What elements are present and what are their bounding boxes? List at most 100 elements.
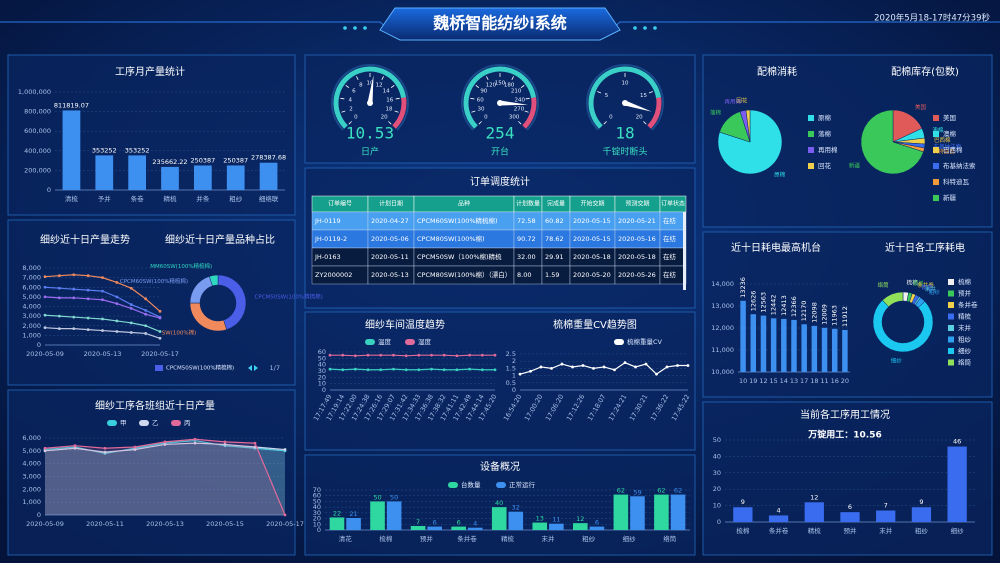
slice-label: 澳棉: [932, 126, 944, 134]
y-tick-label: 4,000: [22, 460, 41, 468]
value-label: 6: [457, 519, 461, 527]
gauge-tick-label: 270: [514, 107, 525, 113]
bar: [670, 494, 686, 530]
table-header: 计划数量: [516, 200, 540, 208]
bar: [781, 318, 787, 372]
legend-label: CPCM50SW(100%精梳棉): [166, 364, 234, 372]
gauge-tick: [475, 85, 480, 89]
gauge-tick: [471, 110, 476, 113]
point: [163, 443, 167, 446]
legend-label: 正常运行: [509, 480, 536, 489]
point: [644, 362, 648, 366]
legend-swatch: [808, 131, 814, 137]
point: [665, 365, 669, 369]
point: [686, 364, 690, 367]
point: [328, 367, 332, 371]
point: [101, 276, 104, 280]
value-label: 9: [741, 498, 745, 506]
y-tick-label: 70: [313, 486, 321, 494]
point: [43, 275, 47, 279]
value-label: 32: [512, 504, 520, 512]
point: [129, 321, 133, 325]
table-header: 品种: [458, 200, 470, 208]
y-tick-label: 30: [313, 509, 321, 517]
point: [43, 295, 47, 299]
y-tick-label: 600,000: [24, 127, 51, 135]
table-text: 2020-05-18: [618, 253, 656, 261]
gauge-tick: [520, 85, 525, 89]
gauge-tick-label: 6: [352, 89, 356, 95]
legend-label: 细纱: [958, 346, 972, 355]
value-label: 50: [390, 493, 398, 501]
gauge-tick-label: 4: [348, 97, 352, 103]
y-tick-label: 5,000: [22, 447, 41, 455]
y-tick-label: 1,000: [22, 331, 41, 339]
panel: [7, 219, 296, 386]
table-text: 在纺: [663, 270, 677, 279]
panel: [702, 401, 993, 556]
legend-swatch: [948, 348, 954, 354]
point: [571, 365, 574, 369]
legend-label: 乙: [152, 419, 159, 427]
gauge-tick-label: 90: [480, 89, 487, 95]
y-tick-label: 3,000: [22, 473, 41, 481]
area-fill: [45, 443, 285, 515]
legend-label: 丙: [184, 419, 191, 427]
gauge-tick: [356, 76, 359, 81]
x-tick-label: 予并: [98, 194, 112, 203]
value-label: 7: [416, 518, 420, 526]
point: [539, 365, 543, 369]
legend-label: 美国: [943, 113, 956, 122]
gauge-tick: [394, 110, 399, 113]
table-header: 计划日期: [379, 200, 403, 208]
table-text: 32.00: [517, 253, 536, 261]
y-tick-label: 60: [318, 348, 326, 356]
table-text: 2020-05-13: [371, 271, 409, 279]
y-tick-label: 0.5: [506, 379, 516, 387]
legend-swatch: [614, 339, 624, 345]
table-text: 2020-05-15: [573, 235, 611, 243]
x-tick-label: 细络联: [259, 194, 279, 203]
gauge-tick: [643, 121, 647, 125]
y-tick-label: 1.5: [506, 364, 516, 372]
y-tick-label: 10: [313, 520, 321, 528]
table-text: 2020-05-11: [371, 253, 409, 261]
gauge-tick-label: 15: [640, 93, 647, 99]
gauge-hub: [367, 100, 373, 106]
value-label: 9: [919, 498, 923, 506]
legend-swatch: [808, 147, 814, 153]
y-tick-label: 2.5: [506, 350, 516, 358]
gauge-tick-label: 10: [622, 81, 629, 87]
chart-title: 当前各工序用工情况: [800, 408, 890, 421]
bar: [733, 507, 753, 522]
y-tick-label: 2,000: [22, 322, 41, 330]
y-tick-label: 40: [313, 503, 321, 511]
point: [73, 446, 77, 450]
gauge-tick: [390, 85, 395, 89]
table-header: 订单编号: [328, 200, 352, 208]
table-text: 60.82: [545, 217, 564, 225]
y-tick-label: 0: [47, 186, 51, 194]
value-label: 250387: [223, 156, 248, 164]
area-fill: [45, 440, 285, 515]
x-tick-label: 并条: [196, 194, 210, 203]
x-tick-label: 精梳: [164, 194, 178, 203]
gauge-tick-label: 5: [605, 93, 609, 99]
point: [57, 296, 61, 300]
table-header: 预测交期: [625, 200, 649, 208]
bar: [613, 494, 629, 530]
chart-title: 配棉库存(包数): [891, 65, 959, 78]
gauge-band: [588, 66, 662, 129]
value-label: 811819.07: [54, 101, 89, 109]
bar: [410, 526, 426, 530]
line: [330, 354, 495, 357]
point: [417, 353, 421, 357]
panel: [7, 389, 296, 556]
value-label: 21: [349, 510, 357, 518]
y-tick-label: 14,000: [711, 280, 734, 288]
legend-swatch: [933, 179, 939, 185]
table-text: 在纺: [663, 216, 677, 225]
gauge-tick-label: 0: [354, 115, 358, 121]
legend-label: 湿度: [418, 337, 432, 346]
